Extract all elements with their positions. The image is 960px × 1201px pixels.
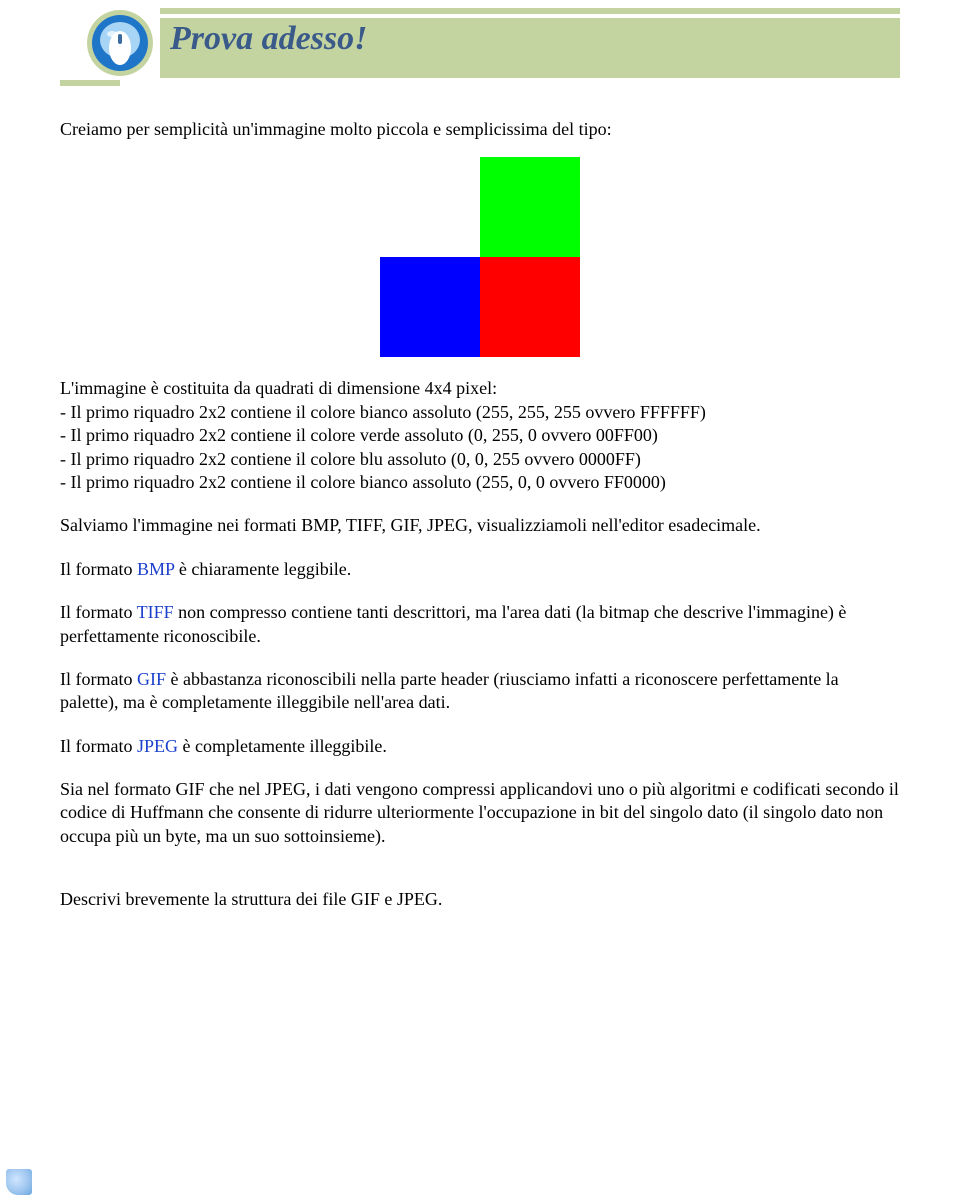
- text: non compresso contiene tanti descrittori…: [60, 602, 846, 645]
- bmp-paragraph: Il formato BMP è chiaramente leggibile.: [60, 558, 900, 581]
- text: Il formato: [60, 602, 137, 622]
- jpeg-link[interactable]: JPEG: [137, 736, 178, 756]
- text: Il formato: [60, 736, 137, 756]
- bmp-link[interactable]: BMP: [137, 559, 174, 579]
- content: Creiamo per semplicità un'immagine molto…: [60, 118, 900, 912]
- compression-note: Sia nel formato GIF che nel JPEG, i dati…: [60, 778, 900, 848]
- bullet-item: - Il primo riquadro 2x2 contiene il colo…: [60, 401, 900, 424]
- tiff-link[interactable]: TIFF: [137, 602, 174, 622]
- page-header: Prova adesso!: [60, 0, 900, 100]
- text: è abbastanza riconoscibili nella parte h…: [60, 669, 839, 712]
- logo-icon: [85, 8, 155, 78]
- jpeg-paragraph: Il formato JPEG è completamente illeggib…: [60, 735, 900, 758]
- page-corner-icon: [6, 1169, 32, 1195]
- pixel-bottom-left: [380, 257, 480, 357]
- gif-paragraph: Il formato GIF è abbastanza riconoscibil…: [60, 668, 900, 715]
- tiff-paragraph: Il formato TIFF non compresso contiene t…: [60, 601, 900, 648]
- page: Prova adesso! Creiamo per semplicità un'…: [0, 0, 960, 1201]
- text: è chiaramente leggibile.: [174, 559, 351, 579]
- gif-link[interactable]: GIF: [137, 669, 166, 689]
- text: Il formato: [60, 559, 137, 579]
- bullet-item: - Il primo riquadro 2x2 contiene il colo…: [60, 471, 900, 494]
- bullet-list: - Il primo riquadro 2x2 contiene il colo…: [60, 401, 900, 495]
- save-instruction: Salviamo l'immagine nei formati BMP, TIF…: [60, 514, 900, 537]
- bullet-item: - Il primo riquadro 2x2 contiene il colo…: [60, 448, 900, 471]
- pixel-bottom-right: [480, 257, 580, 357]
- image-description: L'immagine è costituita da quadrati di d…: [60, 377, 900, 400]
- page-title: Prova adesso!: [170, 20, 367, 58]
- intro-text: Creiamo per semplicità un'immagine molto…: [60, 118, 900, 141]
- final-question: Descrivi brevemente la struttura dei fil…: [60, 888, 900, 911]
- example-image: [380, 157, 580, 357]
- header-bar-thin: [160, 8, 900, 14]
- bullet-item: - Il primo riquadro 2x2 contiene il colo…: [60, 424, 900, 447]
- text: Il formato: [60, 669, 137, 689]
- pixel-top-right: [480, 157, 580, 257]
- header-bar-thin-left: [60, 80, 120, 86]
- text: è completamente illeggibile.: [178, 736, 387, 756]
- pixel-top-left: [380, 157, 480, 257]
